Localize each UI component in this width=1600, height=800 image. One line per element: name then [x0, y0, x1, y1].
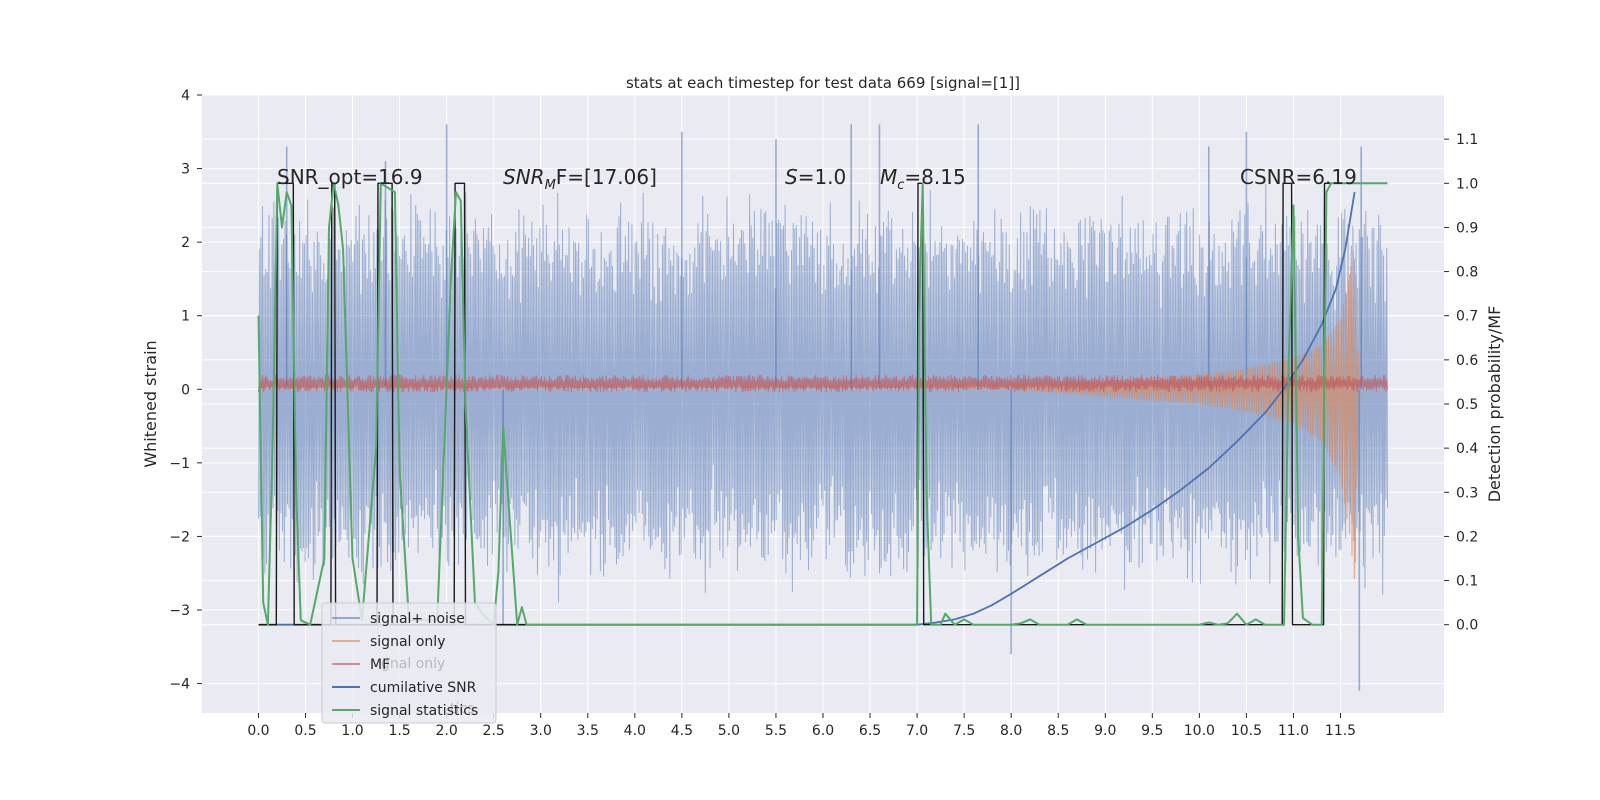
- annotation-snr-mf-subscript: M: [545, 178, 556, 193]
- y-right-tick-label: 0.0: [1456, 618, 1478, 634]
- annotation-mc-symbol: M: [880, 165, 897, 189]
- x-tick-label: 6.5: [859, 723, 881, 739]
- chart-title: stats at each timestep for test data 669…: [626, 74, 1020, 92]
- y-tick-label: 0: [181, 382, 190, 398]
- x-tick-label: 10.5: [1231, 723, 1262, 739]
- x-tick-label: 5.0: [718, 723, 740, 739]
- y-tick-label: 1: [181, 309, 190, 325]
- detection-probability-series: [258, 182, 1388, 626]
- annotation-snr-mf-symbol: SNR: [503, 165, 545, 189]
- x-tick-label: 0.5: [294, 723, 316, 739]
- annotation-snr-mf: SNRMF=[17.06]: [503, 165, 657, 193]
- y-right-tick-label: 0.4: [1456, 441, 1478, 457]
- y-tick-label: 2: [181, 235, 190, 251]
- y-tick-label: −4: [169, 677, 190, 693]
- x-tick-label: 11.5: [1325, 723, 1356, 739]
- y-axis-right-ticks: 1.1 1.0 0.9 0.8 0.7 0.6 0.5 0.4 0.3 0.2 0.1 0.0: [1444, 132, 1478, 634]
- y-right-tick-label: 1.0: [1456, 176, 1478, 192]
- y-right-tick-label: 0.8: [1456, 265, 1478, 281]
- y-tick-label: −1: [169, 456, 190, 472]
- y-right-tick-label: 0.9: [1456, 220, 1478, 236]
- annotation-snr-opt: SNR_opt=16.9: [277, 165, 423, 189]
- x-tick-label: 2.5: [483, 723, 505, 739]
- x-tick-label: 0.0: [247, 723, 269, 739]
- x-tick-label: 11.0: [1278, 723, 1309, 739]
- x-tick-label: 5.5: [765, 723, 787, 739]
- x-tick-label: 3.0: [530, 723, 552, 739]
- x-tick-label: 9.5: [1141, 723, 1163, 739]
- x-tick-label: 3.5: [577, 723, 599, 739]
- csnr-line: [258, 191, 1356, 626]
- legend-box: [321, 602, 497, 724]
- annotation-mc-subscript: c: [897, 178, 904, 193]
- y-tick-label: −3: [169, 603, 190, 619]
- x-tick-label: 7.5: [953, 723, 975, 739]
- x-tick-label: 4.0: [624, 723, 646, 739]
- y-tick-label: 4: [181, 88, 190, 104]
- x-tick-label: 8.0: [1000, 723, 1022, 739]
- y-right-tick-label: 1.1: [1456, 132, 1478, 148]
- x-tick-label: 7.0: [906, 723, 928, 739]
- signal-statistics-series: [257, 182, 1388, 626]
- annotation-s-symbol: S: [785, 165, 798, 189]
- x-axis-ticks: 0.0 0.5 1.0 1.5 2.0 2.5 3.0 3.5 4.0 4.5 5.0 5.5 6.0 6…: [247, 713, 1356, 739]
- y-tick-label: 3: [181, 162, 190, 178]
- annotation-s-value: =1.0: [798, 165, 847, 189]
- annotation-s: S=1.0: [785, 165, 846, 189]
- x-tick-label: 10.0: [1184, 723, 1215, 739]
- legend-label-noise: signal+ noise: [370, 611, 465, 627]
- y-tick-label: −2: [169, 529, 190, 545]
- y-right-tick-label: 0.6: [1456, 353, 1478, 369]
- signal-noise-series: [258, 124, 1388, 691]
- cumulative-snr-series: [258, 191, 1356, 626]
- legend-ghost-2: gnal only: [381, 656, 445, 672]
- legend-label-mf: MF: [370, 657, 390, 673]
- annotation-mc: Mc=8.15: [880, 165, 966, 193]
- legend-ghost-1: se: [430, 633, 446, 649]
- y-axis-label: Whitened strain: [141, 340, 160, 467]
- annotation-mc-value: =8.15: [904, 165, 965, 189]
- x-tick-label: 1.0: [341, 723, 363, 739]
- legend-label-signal: signal only: [370, 634, 445, 650]
- legend-ghost-3: tics: [450, 701, 474, 717]
- x-tick-label: 6.0: [812, 723, 834, 739]
- y-axis-left-ticks: 4 3 2 1 0 −1 −2 −3 −4: [169, 88, 202, 693]
- legend: se gnal only tics signal+ noise signal o…: [321, 602, 497, 724]
- annotation-snr-mf-value: F=[17.06]: [556, 165, 657, 189]
- x-tick-label: 1.5: [388, 723, 410, 739]
- y-right-tick-label: 0.7: [1456, 309, 1478, 325]
- y-right-tick-label: 0.1: [1456, 574, 1478, 590]
- x-tick-label: 9.0: [1094, 723, 1116, 739]
- y-right-tick-label: 0.3: [1456, 485, 1478, 501]
- legend-label-csnr: cumilative SNR: [370, 680, 477, 696]
- stats-line: [257, 182, 1388, 626]
- y-right-tick-label: 0.5: [1456, 397, 1478, 413]
- x-tick-label: 4.5: [671, 723, 693, 739]
- y-right-tick-label: 0.2: [1456, 529, 1478, 545]
- legend-label-stats: signal statistics: [370, 703, 478, 719]
- annotation-csnr: CSNR=6.19: [1240, 165, 1357, 189]
- x-tick-label: 8.5: [1047, 723, 1069, 739]
- x-tick-label: 2.0: [436, 723, 458, 739]
- y-axis-right-label: Detection probability/MF: [1485, 306, 1504, 503]
- detection-line: [258, 182, 1388, 626]
